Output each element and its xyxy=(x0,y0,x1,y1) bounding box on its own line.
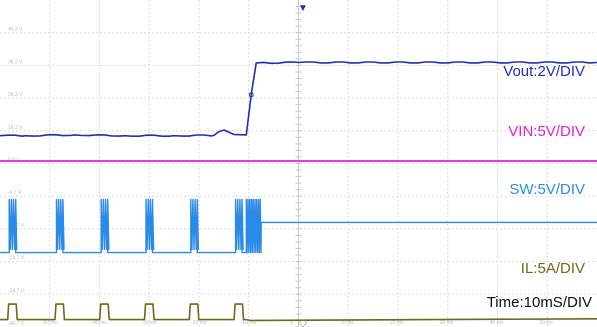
x-tick-label: -50 ms xyxy=(42,320,58,326)
y-tick-label: -26.7 V xyxy=(8,256,25,262)
x-tick-label: 20 ms xyxy=(390,320,404,326)
sw-label: SW:5V/DIV xyxy=(509,181,585,198)
time-div-label: Time:10mS/DIV xyxy=(487,294,592,311)
y-tick-label: -6.7 V xyxy=(8,190,22,196)
x-tick-label: -20 ms xyxy=(191,320,207,326)
x-tick-label: 40 ms xyxy=(490,320,504,326)
trigger-marker-icon: ▼ xyxy=(298,3,308,14)
x-tick-label: 50 ms xyxy=(539,320,553,326)
y-tick-label: 36.3 V xyxy=(8,59,23,65)
y-tick-label: -36.7 V xyxy=(8,288,25,294)
vin-label: VIN:5V/DIV xyxy=(508,123,585,140)
x-tick-label: 30 ms xyxy=(440,320,454,326)
y-tick-label: 26.3 V xyxy=(8,92,23,98)
il-label: IL:5A/DIV xyxy=(521,260,585,277)
x-tick-label: 10 ms xyxy=(340,320,354,326)
y-tick-label: 16.3 V xyxy=(8,125,23,131)
time-origin-marker-icon: ◇ xyxy=(299,317,308,327)
x-tick-label: -30 ms xyxy=(141,320,157,326)
y-tick-label: -46.7 V xyxy=(8,321,25,327)
vout-label: Vout:2V/DIV xyxy=(503,63,585,80)
y-tick-label: 46.3 V xyxy=(8,27,23,33)
x-tick-label: -40 ms xyxy=(92,320,108,326)
